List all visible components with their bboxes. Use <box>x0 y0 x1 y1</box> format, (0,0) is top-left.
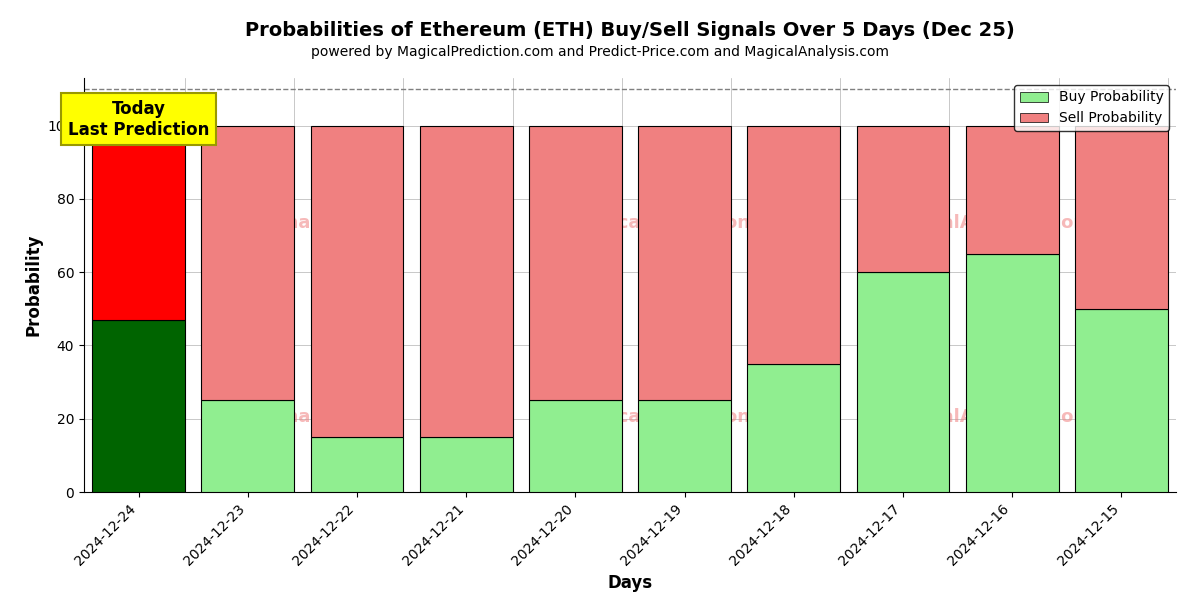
Bar <box>1075 309 1168 492</box>
Bar <box>311 125 403 437</box>
Bar <box>311 437 403 492</box>
Text: powered by MagicalPrediction.com and Predict-Price.com and MagicalAnalysis.com: powered by MagicalPrediction.com and Pre… <box>311 45 889 59</box>
Bar <box>202 125 294 400</box>
Text: MagicalPrediction.com: MagicalPrediction.com <box>570 409 799 427</box>
Bar <box>748 364 840 492</box>
X-axis label: Days: Days <box>607 574 653 592</box>
Text: calAnalysis.com: calAnalysis.com <box>244 409 404 427</box>
Bar <box>638 125 731 400</box>
Text: calAnalysis.com: calAnalysis.com <box>931 214 1093 232</box>
Bar <box>857 125 949 272</box>
Bar <box>420 125 512 437</box>
Bar <box>420 437 512 492</box>
Bar <box>748 125 840 364</box>
Text: calAnalysis.com: calAnalysis.com <box>931 409 1093 427</box>
Bar <box>202 400 294 492</box>
Text: calAnalysis.com: calAnalysis.com <box>244 214 404 232</box>
Y-axis label: Probability: Probability <box>24 234 42 336</box>
Text: Today
Last Prediction: Today Last Prediction <box>68 100 209 139</box>
Bar <box>92 320 185 492</box>
Bar <box>966 254 1058 492</box>
Bar <box>92 125 185 320</box>
Legend: Buy Probability, Sell Probability: Buy Probability, Sell Probability <box>1014 85 1169 131</box>
Bar <box>966 125 1058 254</box>
Bar <box>529 400 622 492</box>
Bar <box>638 400 731 492</box>
Title: Probabilities of Ethereum (ETH) Buy/Sell Signals Over 5 Days (Dec 25): Probabilities of Ethereum (ETH) Buy/Sell… <box>245 22 1015 40</box>
Text: MagicalPrediction.com: MagicalPrediction.com <box>570 214 799 232</box>
Bar <box>1075 125 1168 309</box>
Bar <box>857 272 949 492</box>
Bar <box>529 125 622 400</box>
